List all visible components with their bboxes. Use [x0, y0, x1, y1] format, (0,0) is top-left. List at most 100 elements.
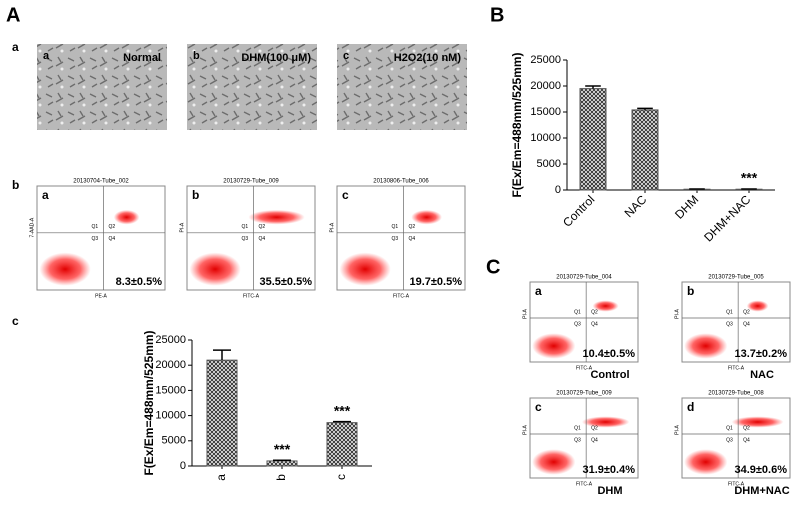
y-tick-label: 25000	[530, 54, 561, 66]
x-tick-label: DHM	[672, 192, 701, 221]
error-bar	[333, 420, 351, 423]
quadrant-label: Q3	[242, 236, 249, 242]
cell-cluster	[532, 333, 576, 359]
significance: ***	[741, 170, 758, 186]
quadrant-label: Q4	[409, 236, 416, 242]
y-tick-label: 25000	[155, 334, 186, 346]
y-axis-label: PI-A	[522, 308, 528, 318]
quadrant-label: Q4	[743, 437, 750, 443]
bar	[326, 422, 358, 467]
x-axis-label: FITC-A	[728, 365, 745, 371]
quadrant-label: Q3	[574, 321, 581, 327]
panel-label: A	[6, 4, 20, 26]
y-tick-label: 5000	[162, 435, 186, 447]
x-axis-label: FITC-A	[393, 293, 410, 299]
plot-letter: a	[535, 284, 542, 298]
plot-letter: b	[687, 284, 694, 298]
row-label: b	[12, 178, 19, 192]
error-bar	[273, 459, 291, 461]
condition-label: NAC	[750, 369, 774, 381]
quadrant-label: Q3	[392, 236, 399, 242]
plot-letter: c	[535, 400, 542, 414]
quadrant-label: Q1	[92, 224, 99, 230]
row-label: a	[12, 40, 19, 54]
bar	[206, 359, 238, 467]
y-tick-label: 15000	[155, 384, 186, 396]
bar	[579, 88, 607, 191]
quadrant-label: Q1	[726, 425, 733, 431]
row-label: c	[12, 314, 19, 328]
y-axis-label: PI-A	[179, 222, 185, 232]
condition-label: Control	[590, 369, 629, 381]
tube-name: 20130729-Tube_004	[556, 275, 612, 281]
percent: 19.7±0.5%	[409, 276, 462, 288]
bar	[631, 109, 659, 191]
y-axis-label: F(Ex/Em=488mm/525mm)	[142, 330, 156, 475]
tube-name: 20130729-Tube_005	[708, 275, 764, 281]
percent: 13.7±0.2%	[734, 348, 787, 360]
error-bar	[637, 107, 653, 110]
quadrant-label: Q2	[259, 224, 266, 230]
cell-cluster	[532, 449, 576, 475]
quadrant-label: Q1	[574, 425, 581, 431]
percent: 31.9±0.4%	[582, 464, 635, 476]
quadrant-label: Q2	[743, 425, 750, 431]
cell-cluster	[189, 252, 241, 286]
y-tick-label: 5000	[537, 158, 561, 170]
quadrant-label: Q3	[92, 236, 99, 242]
y-tick-label: 20000	[155, 359, 186, 371]
cell-cluster	[592, 300, 619, 312]
plot-letter: a	[42, 188, 49, 202]
y-axis-label: PI-A	[674, 424, 680, 434]
image-label: DHM(100 μM)	[241, 52, 311, 64]
image-label: Normal	[123, 52, 161, 64]
panel-label: B	[490, 4, 504, 26]
quadrant-label: Q4	[259, 236, 266, 242]
quadrant-label: Q2	[591, 425, 598, 431]
y-tick-label: 10000	[155, 410, 186, 422]
y-tick-label: 0	[180, 460, 186, 472]
y-tick-label: 15000	[530, 106, 561, 118]
y-axis-label: PI-A	[674, 308, 680, 318]
error-bar	[585, 85, 601, 89]
error-bar	[213, 349, 231, 361]
cell-cluster	[113, 209, 140, 225]
condition-label: DHM	[597, 485, 622, 497]
quadrant-label: Q3	[574, 437, 581, 443]
image-letter: c	[343, 50, 349, 62]
percent: 8.3±0.5%	[116, 276, 163, 288]
quadrant-label: Q4	[109, 236, 116, 242]
quadrant-label: Q1	[574, 309, 581, 315]
cell-cluster	[731, 416, 784, 428]
tube-name: 20130704-Tube_002	[73, 179, 129, 185]
cell-cluster	[39, 252, 91, 286]
image-letter: a	[43, 50, 50, 62]
significance: ***	[274, 441, 291, 457]
x-axis-label: FITC-A	[243, 293, 260, 299]
quadrant-label: Q2	[591, 309, 598, 315]
cell-cluster	[746, 300, 769, 312]
y-axis-label: PI-A	[522, 424, 528, 434]
plot-letter: c	[342, 188, 349, 202]
micrograph	[37, 44, 167, 130]
cell-cluster	[339, 252, 391, 286]
bar	[266, 460, 298, 467]
x-tick-label: a	[214, 474, 228, 481]
plot-letter: d	[687, 400, 694, 414]
micrograph	[337, 44, 467, 130]
quadrant-label: Q3	[726, 321, 733, 327]
percent: 35.5±0.5%	[259, 276, 312, 288]
condition-label: DHM+NAC	[734, 485, 789, 497]
cell-cluster	[684, 449, 728, 475]
plot-letter: b	[192, 188, 199, 202]
x-axis-label: FITC-A	[576, 481, 593, 487]
quadrant-label: Q2	[743, 309, 750, 315]
x-tick-label: DHM+NAC	[701, 192, 753, 244]
quadrant-label: Q4	[591, 321, 598, 327]
x-tick-label: b	[274, 474, 288, 481]
tube-name: 20130806-Tube_006	[373, 179, 429, 185]
quadrant-label: Q2	[109, 224, 116, 230]
micrograph	[187, 44, 317, 130]
tube-name: 20130729-Tube_008	[708, 391, 764, 397]
